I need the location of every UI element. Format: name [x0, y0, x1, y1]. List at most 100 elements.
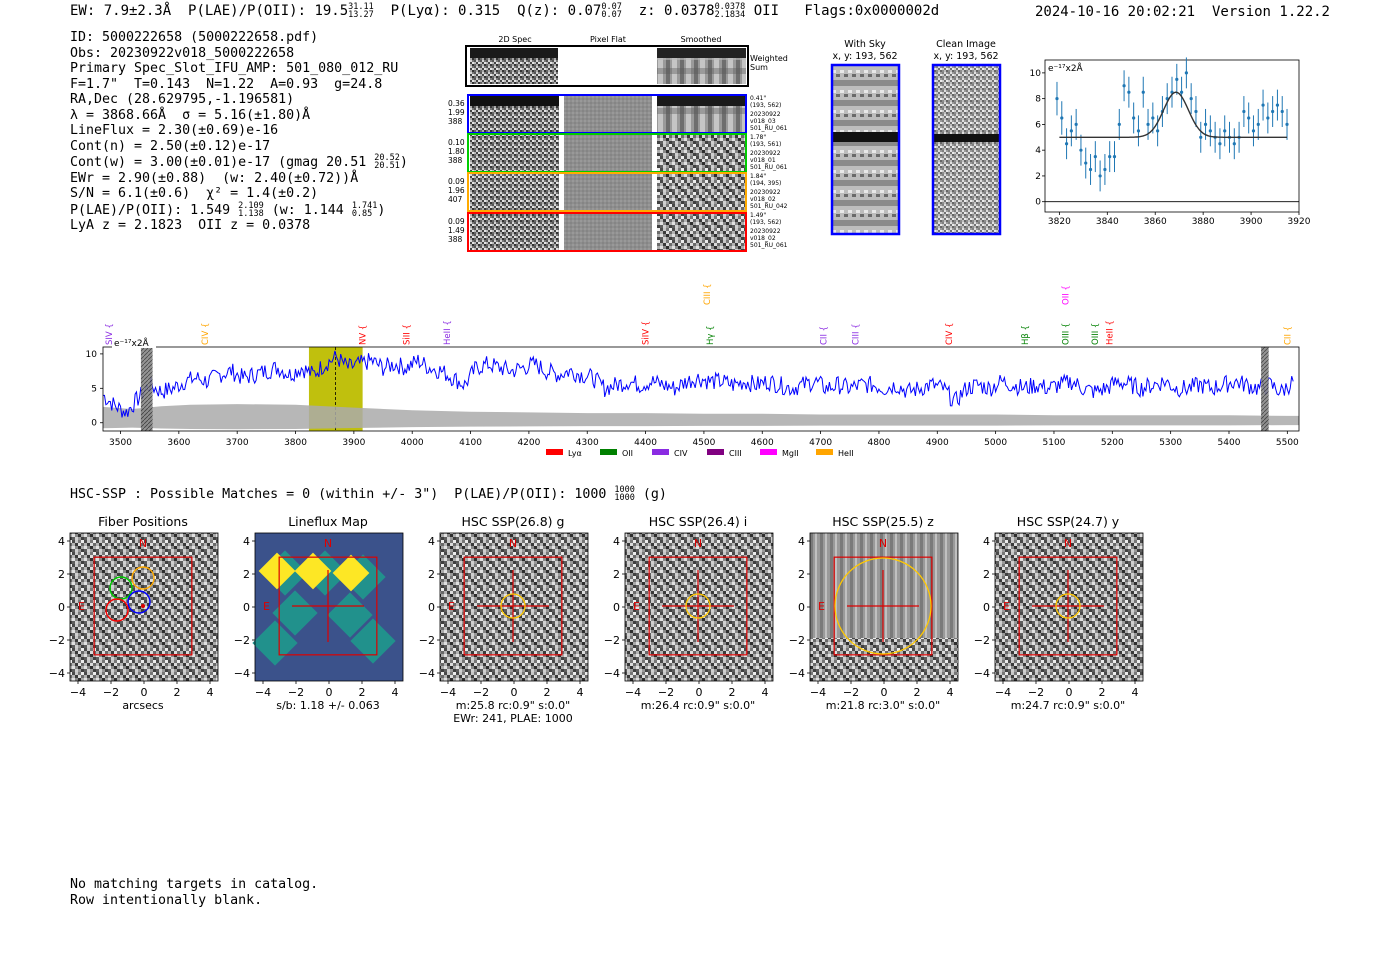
z-hi: 0.0378	[714, 2, 746, 12]
row3-info: (194, 395)	[750, 180, 781, 187]
data-point	[1261, 103, 1265, 107]
north-label: N	[879, 537, 887, 550]
hsc-caption: m:25.8 rc:0.9" s:0.0"	[456, 699, 571, 712]
spectrum-xtick: 4700	[809, 438, 832, 448]
east-label: E	[1003, 600, 1010, 613]
spectrum-xtick: 3800	[284, 438, 307, 448]
fiber-circle	[109, 576, 133, 600]
hsc-image	[995, 533, 1143, 681]
data-point	[1055, 97, 1059, 101]
row1-info: (193, 562)	[750, 102, 781, 109]
row1-info: 501_RU_061	[750, 125, 788, 132]
qz-value: Q(z): 0.07	[517, 3, 602, 19]
legend-label: HeII	[838, 449, 854, 458]
plae2-end: )	[377, 202, 386, 218]
hsc-panel-title: Lineflux Map	[288, 514, 368, 529]
spectrum-trace	[103, 350, 1294, 418]
info-lambda: λ = 3868.66Å σ = 5.16(±1.80)Å	[70, 107, 311, 123]
row1-info: v018_03	[750, 118, 776, 125]
aperture-circle	[500, 593, 526, 619]
x-tick: 4	[577, 686, 584, 699]
with-sky-title: With Sky	[844, 39, 886, 50]
clean-image: Clean Image x, y: 193, 562	[931, 39, 1002, 236]
row3-info: v018_02	[750, 196, 776, 203]
y-tick: −4	[604, 667, 620, 680]
spectrum-xtick: 4000	[401, 438, 424, 448]
hsc-lo: 1000	[614, 493, 635, 503]
y-tick: −4	[234, 667, 250, 680]
x-tick: −2	[658, 686, 674, 699]
row1-info: 0.41"	[750, 95, 766, 102]
exposure-row: 0.36 1.99 388 0.41" (193, 562) 20230922 …	[448, 94, 788, 134]
east-label: E	[263, 600, 270, 613]
hsc-panel: HSC SSP(26.4) i N E 4 2 0 −2 −4 −4 −2 0 2 4 m:26.4 rc…	[604, 514, 774, 712]
masked-regions	[140, 347, 1269, 431]
data-point	[1108, 155, 1112, 159]
row3-info: 20230922	[750, 189, 781, 196]
fiber-circle	[131, 566, 155, 590]
north-label: N	[139, 537, 147, 550]
data-point	[1179, 90, 1184, 94]
hsc-summary-end: (g)	[642, 487, 667, 502]
gaussian-fit	[1059, 91, 1287, 138]
spectrum-xtick: 4900	[926, 438, 949, 448]
hsc-image	[440, 533, 588, 681]
zoom-ytick: 10	[1030, 69, 1042, 79]
info-contw: Cont(w) = 3.00(±0.01)e-17 (gmag 20.51 20…	[70, 154, 408, 171]
line-marker-label: Hβ {	[1021, 325, 1031, 345]
search-box	[278, 556, 378, 656]
data-point	[1127, 90, 1131, 94]
hsc-caption: EWr: 241, PLAE: 1000	[453, 712, 573, 725]
clean-image-title: Clean Image	[936, 39, 996, 50]
hsc-panel-title: HSC SSP(26.4) i	[649, 514, 747, 529]
row3-info: 1.84"	[750, 173, 766, 180]
line-marker-label: CII {	[1283, 326, 1293, 345]
info-ewr: EWr = 2.90(±0.88) (w: 2.40(±0.72))Å	[70, 170, 359, 186]
row2-info: 20230922	[750, 150, 781, 157]
clean-image-coords: x, y: 193, 562	[933, 51, 998, 62]
plae2-w-lo: 0.85	[351, 208, 373, 219]
search-box	[93, 556, 193, 656]
data-point	[1208, 129, 1212, 133]
hsc-caption: m:21.8 rc:3.0" s:0.0"	[826, 699, 941, 712]
y-tick: −4	[419, 667, 435, 680]
legend-label: CIV	[674, 449, 688, 458]
line-marker-label: CIII {	[852, 323, 862, 345]
contw-hi: 20.52	[374, 153, 400, 163]
z-value: z: 0.0378	[638, 3, 715, 19]
fiber-circle	[127, 590, 151, 614]
spectrum-xtick: 5100	[1043, 438, 1066, 448]
row3-stat: 407	[448, 195, 463, 204]
data-point	[1223, 129, 1227, 133]
hsc-panel: HSC SSP(25.5) z N E 4 2 0 −2 −4 −4 −2 0 2 4 m:21.8 rc…	[789, 514, 959, 712]
east-label: E	[633, 600, 640, 613]
hsc-panel: HSC SSP(26.8) g N E 4 2 0 −2 −4 −4 −2 0 2 4 m:25.8 rc…	[419, 514, 589, 725]
zoom-xtick: 3860	[1144, 217, 1167, 227]
x-tick: −4	[70, 686, 86, 699]
x-tick: 2	[914, 686, 921, 699]
exposure-row: 0.10 1.80 388 1.78" (193, 561) 20230922 …	[448, 133, 788, 173]
hsc-summary-text: HSC-SSP : Possible Matches = 0 (within +…	[70, 487, 607, 502]
row4-stat: 0.09	[448, 217, 465, 226]
y-tick: 4	[613, 535, 620, 548]
row1-right-info: 0.41" (193, 562) 20230922 v018_03 501_RU…	[750, 95, 788, 132]
col-header-2dspec: 2D Spec	[498, 35, 531, 44]
row3-left-stats: 0.09 1.96 407	[448, 177, 465, 204]
spectrum-ytick: 5	[91, 384, 97, 394]
spectrum-xtick: 4800	[867, 438, 890, 448]
x-tick: 4	[392, 686, 399, 699]
data-point	[1132, 116, 1136, 120]
plae-hi: 31.11	[348, 2, 374, 12]
north-label: N	[1064, 537, 1072, 550]
hsc-panel-title: HSC SSP(25.5) z	[832, 514, 934, 529]
spectrum-xtick: 4300	[576, 438, 599, 448]
search-box	[463, 556, 563, 656]
y-tick: 2	[613, 568, 620, 581]
x-tick: −4	[255, 686, 271, 699]
qz-lo: 0.07	[601, 10, 622, 20]
line-fit-chart: e⁻¹⁷x2Å 3820 3840 3860 3880 3900 3920 0 …	[1030, 57, 1311, 227]
hsc-panel-title: HSC SSP(24.7) y	[1017, 514, 1120, 529]
ew-value: EW: 7.9±2.3Å	[70, 3, 172, 19]
data-point	[1069, 129, 1073, 133]
spectrum-xtick: 5300	[1159, 438, 1182, 448]
